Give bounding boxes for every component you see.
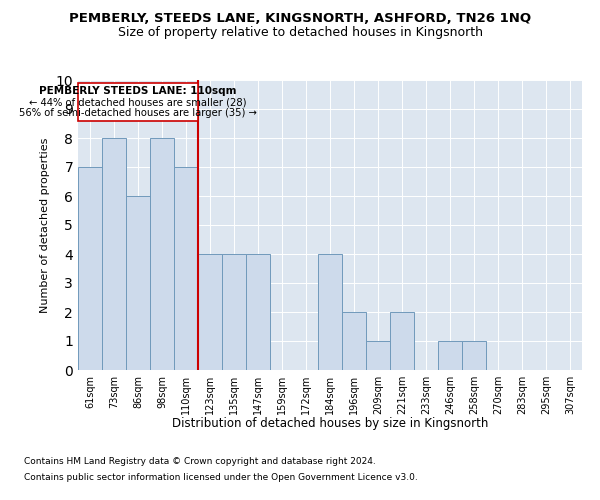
Bar	[462, 341, 486, 370]
Bar	[246, 254, 270, 370]
Bar	[342, 312, 366, 370]
Bar	[78, 167, 102, 370]
Text: Contains HM Land Registry data © Crown copyright and database right 2024.: Contains HM Land Registry data © Crown c…	[24, 458, 376, 466]
Text: Size of property relative to detached houses in Kingsnorth: Size of property relative to detached ho…	[118, 26, 482, 39]
Y-axis label: Number of detached properties: Number of detached properties	[40, 138, 50, 312]
Text: Distribution of detached houses by size in Kingsnorth: Distribution of detached houses by size …	[172, 418, 488, 430]
FancyBboxPatch shape	[78, 83, 198, 121]
Bar	[318, 254, 342, 370]
Text: ← 44% of detached houses are smaller (28): ← 44% of detached houses are smaller (28…	[29, 97, 247, 107]
Bar	[390, 312, 414, 370]
Bar	[438, 341, 462, 370]
Bar	[198, 254, 222, 370]
Text: Contains public sector information licensed under the Open Government Licence v3: Contains public sector information licen…	[24, 472, 418, 482]
Bar	[222, 254, 246, 370]
Text: PEMBERLY, STEEDS LANE, KINGSNORTH, ASHFORD, TN26 1NQ: PEMBERLY, STEEDS LANE, KINGSNORTH, ASHFO…	[69, 12, 531, 26]
Bar	[150, 138, 174, 370]
Bar	[174, 167, 198, 370]
Bar	[366, 341, 390, 370]
Bar	[102, 138, 126, 370]
Text: 56% of semi-detached houses are larger (35) →: 56% of semi-detached houses are larger (…	[19, 108, 257, 118]
Bar	[126, 196, 150, 370]
Text: PEMBERLY STEEDS LANE: 110sqm: PEMBERLY STEEDS LANE: 110sqm	[39, 86, 237, 96]
